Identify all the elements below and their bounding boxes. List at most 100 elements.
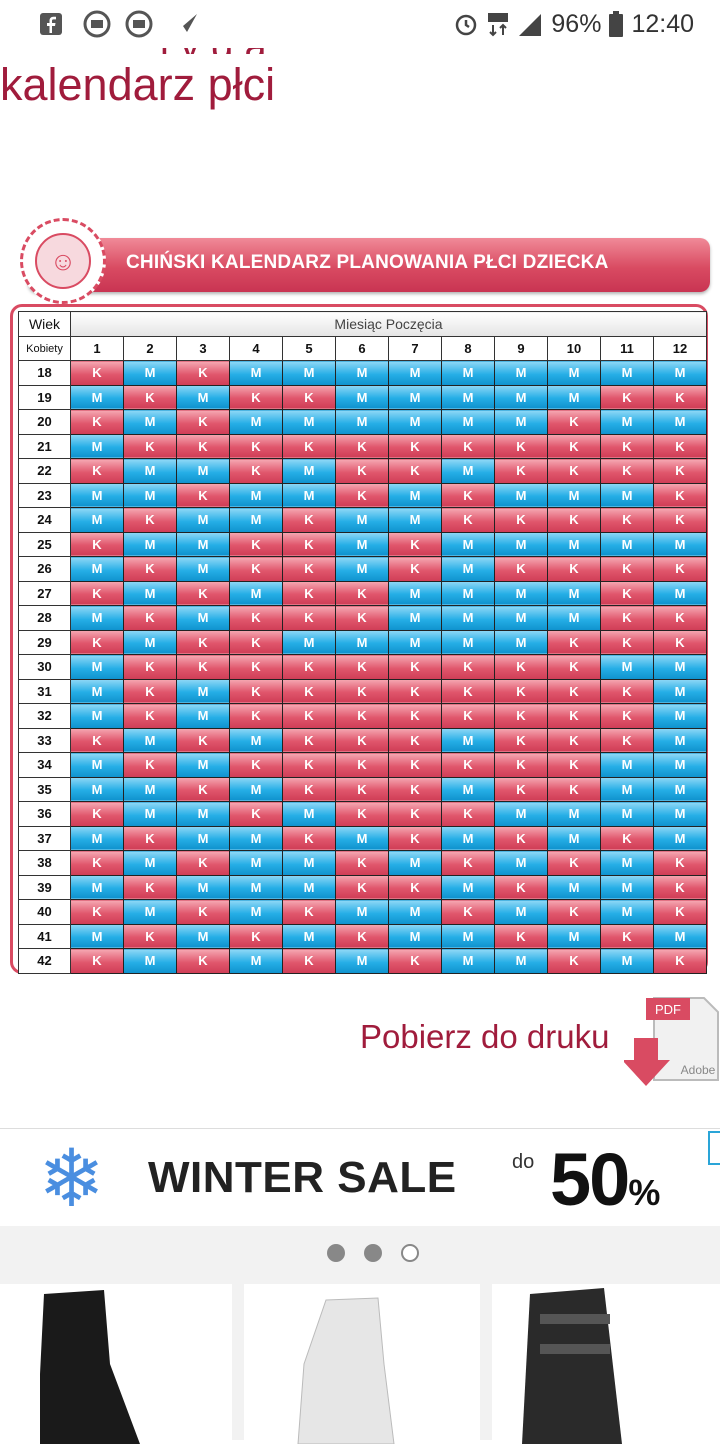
girl-cell: K bbox=[388, 727, 442, 753]
girl-cell: K bbox=[653, 850, 707, 876]
boy-cell: M bbox=[441, 948, 495, 974]
boy-cell: M bbox=[653, 801, 707, 827]
boy-cell: M bbox=[494, 360, 548, 386]
girl-cell: K bbox=[547, 409, 601, 435]
boot-image bbox=[297, 1297, 395, 1445]
girl-cell: K bbox=[388, 825, 442, 851]
product-card[interactable] bbox=[0, 1284, 232, 1444]
boy-cell: M bbox=[653, 678, 707, 704]
calendar-row: 42 K M K M K M K M M K M K bbox=[18, 948, 707, 974]
girl-cell: K bbox=[335, 605, 389, 631]
calendar-row: 33 K M K M K K K M K K K M bbox=[18, 727, 707, 753]
girl-cell: K bbox=[123, 507, 177, 533]
calendar-row: 38 K M K M M K M K M K M K bbox=[18, 850, 707, 876]
pdf-download-icon[interactable]: PDF Adobe bbox=[622, 994, 720, 1090]
girl-cell: K bbox=[282, 654, 336, 680]
girl-cell: K bbox=[282, 752, 336, 778]
girl-cell: K bbox=[282, 727, 336, 753]
boy-cell: M bbox=[282, 360, 336, 386]
boy-cell: M bbox=[441, 360, 495, 386]
boy-cell: M bbox=[600, 801, 654, 827]
girl-cell: K bbox=[282, 507, 336, 533]
girl-cell: K bbox=[600, 384, 654, 410]
signal-icon bbox=[519, 14, 542, 36]
calendar-row: 40 K M K M K M M K M K M K bbox=[18, 899, 707, 925]
boy-cell: M bbox=[70, 654, 124, 680]
boy-cell: M bbox=[176, 703, 230, 729]
girl-cell: K bbox=[70, 629, 124, 655]
facebook-icon bbox=[38, 8, 64, 40]
boy-cell: M bbox=[600, 482, 654, 508]
girl-cell: K bbox=[176, 948, 230, 974]
baby-face-icon: ☺ bbox=[35, 233, 91, 289]
carousel-dot[interactable] bbox=[364, 1244, 382, 1262]
girl-cell: K bbox=[123, 605, 177, 631]
boy-cell: M bbox=[441, 409, 495, 435]
carousel-dot[interactable] bbox=[327, 1244, 345, 1262]
product-card[interactable] bbox=[244, 1284, 480, 1445]
girl-cell: K bbox=[176, 850, 230, 876]
adobe-label: Adobe bbox=[681, 1063, 716, 1077]
boy-cell: M bbox=[176, 458, 230, 484]
boy-cell: M bbox=[123, 727, 177, 753]
boy-cell: M bbox=[653, 776, 707, 802]
girl-cell: K bbox=[229, 923, 283, 949]
ad-choices-icon[interactable] bbox=[708, 1131, 720, 1165]
girl-cell: K bbox=[494, 923, 548, 949]
boy-cell: M bbox=[441, 384, 495, 410]
download-link[interactable]: Pobierz do druku bbox=[360, 1018, 610, 1055]
girl-cell: K bbox=[123, 703, 177, 729]
boy-cell: M bbox=[441, 458, 495, 484]
boy-cell: M bbox=[547, 384, 601, 410]
boy-cell: M bbox=[388, 409, 442, 435]
girl-cell: K bbox=[653, 458, 707, 484]
girl-cell: K bbox=[335, 678, 389, 704]
girl-cell: K bbox=[229, 458, 283, 484]
girl-cell: K bbox=[282, 531, 336, 557]
age-cell: 20 bbox=[18, 409, 71, 435]
age-cell: 34 bbox=[18, 752, 71, 778]
girl-cell: K bbox=[388, 752, 442, 778]
age-cell: 38 bbox=[18, 850, 71, 876]
boy-cell: M bbox=[600, 948, 654, 974]
girl-cell: K bbox=[600, 703, 654, 729]
age-cell: 30 bbox=[18, 654, 71, 680]
boy-cell: M bbox=[494, 580, 548, 606]
girl-cell: K bbox=[176, 654, 230, 680]
girl-cell: K bbox=[494, 556, 548, 582]
product-card[interactable] bbox=[492, 1284, 720, 1444]
boy-cell: M bbox=[335, 384, 389, 410]
girl-cell: K bbox=[70, 580, 124, 606]
girl-cell: K bbox=[388, 776, 442, 802]
age-cell: 25 bbox=[18, 531, 71, 557]
girl-cell: K bbox=[229, 703, 283, 729]
girl-cell: K bbox=[282, 605, 336, 631]
girl-cell: K bbox=[70, 409, 124, 435]
boy-cell: M bbox=[547, 874, 601, 900]
calendar-row: 37 M K M M K M K M K M K M bbox=[18, 825, 707, 851]
girl-cell: K bbox=[441, 850, 495, 876]
boy-cell: M bbox=[176, 556, 230, 582]
girl-cell: K bbox=[494, 458, 548, 484]
girl-cell: K bbox=[494, 654, 548, 680]
girl-cell: K bbox=[123, 556, 177, 582]
banner-bar bbox=[28, 238, 710, 292]
girl-cell: K bbox=[653, 384, 707, 410]
winter-sale-ad[interactable]: ❄ WINTER SALE do 50% bbox=[0, 1128, 720, 1225]
month-column-header: 11 bbox=[600, 336, 654, 361]
boy-cell: M bbox=[653, 923, 707, 949]
girl-cell: K bbox=[70, 948, 124, 974]
boy-cell: M bbox=[123, 801, 177, 827]
girl-cell: K bbox=[70, 531, 124, 557]
clock: 12:40 bbox=[631, 9, 694, 38]
boy-cell: M bbox=[653, 703, 707, 729]
boy-cell: M bbox=[441, 776, 495, 802]
boy-cell: M bbox=[123, 899, 177, 925]
calendar-row: 28 M K M K K K M M M M K K bbox=[18, 605, 707, 631]
girl-cell: K bbox=[335, 482, 389, 508]
girl-cell: K bbox=[441, 703, 495, 729]
girl-cell: K bbox=[653, 899, 707, 925]
boy-cell: M bbox=[176, 923, 230, 949]
girl-cell: K bbox=[335, 703, 389, 729]
carousel-dot[interactable] bbox=[401, 1244, 419, 1262]
